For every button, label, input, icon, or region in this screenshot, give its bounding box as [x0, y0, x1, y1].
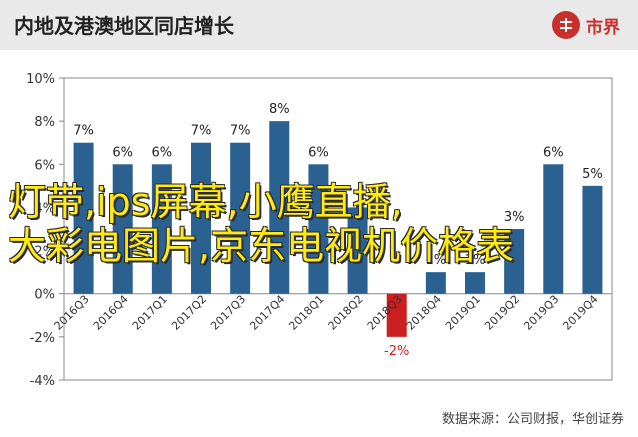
bar — [504, 229, 525, 294]
x-category-label: 2016Q3 — [52, 293, 92, 333]
data-source: 数据来源：公司财报，华创证券 — [441, 412, 624, 427]
chart-area: 10% 8% 6% 4% 2% 0% -2% -4% 7% 2016Q3 6% 2016Q4 6% 201… — [0, 50, 638, 437]
y-tick-label: 6% — [34, 158, 55, 173]
bar-data-label: 7% — [73, 124, 94, 139]
x-category-label: 2019Q1 — [443, 293, 483, 333]
bar — [191, 142, 211, 294]
bar-data-label: 1% — [426, 253, 447, 268]
brand-logo-icon — [552, 11, 580, 39]
bar-data-label: 6% — [152, 145, 173, 160]
bar — [347, 207, 368, 294]
y-tick-label: 8% — [34, 115, 55, 130]
chart-title: 内地及港澳地区同店增长 — [14, 14, 234, 38]
bar-data-label: 7% — [191, 124, 212, 139]
brand-logo: 市界 — [552, 10, 620, 40]
bar — [230, 142, 251, 294]
y-tick-label: -4% — [30, 374, 55, 389]
plot-frame — [63, 77, 613, 381]
bar — [543, 164, 564, 294]
x-category-label: 2018Q1 — [286, 293, 326, 333]
chart-header: 内地及港澳地区同店增长 市界 — [0, 0, 638, 50]
bar-data-label: 1% — [465, 253, 486, 268]
bar-data-label: 7% — [230, 124, 251, 139]
x-category-label: 2018Q4 — [404, 293, 444, 333]
y-tick-label: -2% — [30, 331, 55, 346]
y-tick-label: 0% — [34, 288, 55, 303]
bar — [425, 272, 446, 294]
x-category-label: 2019Q4 — [560, 293, 600, 333]
x-category-label: 2017Q1 — [130, 293, 170, 333]
bar-data-label: 5% — [582, 167, 603, 182]
bar — [308, 164, 329, 294]
bar-data-label: 6% — [308, 145, 329, 160]
bar-data-label: 8% — [269, 102, 290, 117]
y-tick-label: 2% — [34, 245, 55, 260]
x-category-label: 2017Q2 — [169, 293, 209, 333]
bar-data-label: -2% — [384, 344, 409, 359]
bar-chart: 10% 8% 6% 4% 2% 0% -2% -4% 7% 2016Q3 6% 2016Q4 6% 201… — [26, 72, 613, 389]
brand-logo-text: 市界 — [586, 17, 620, 38]
y-tick-label: 4% — [34, 201, 55, 216]
bar-data-label: 6% — [543, 145, 564, 160]
x-category-label: 2017Q3 — [208, 293, 248, 333]
bar — [465, 272, 485, 294]
x-category-label: 2018Q2 — [326, 293, 366, 333]
bar-data-label: 6% — [112, 145, 133, 160]
bar — [386, 293, 407, 337]
bar-data-label: 3% — [504, 210, 525, 225]
y-tick-label: 10% — [26, 72, 55, 87]
bar — [269, 121, 290, 294]
x-category-label: 2017Q4 — [247, 293, 287, 333]
bar — [73, 142, 94, 294]
x-category-label: 2019Q2 — [482, 293, 522, 333]
x-category-label: 2016Q4 — [91, 293, 131, 333]
bar — [151, 164, 172, 294]
bar — [582, 185, 603, 294]
bar — [112, 164, 133, 294]
x-category-label: 2019Q3 — [521, 293, 561, 333]
